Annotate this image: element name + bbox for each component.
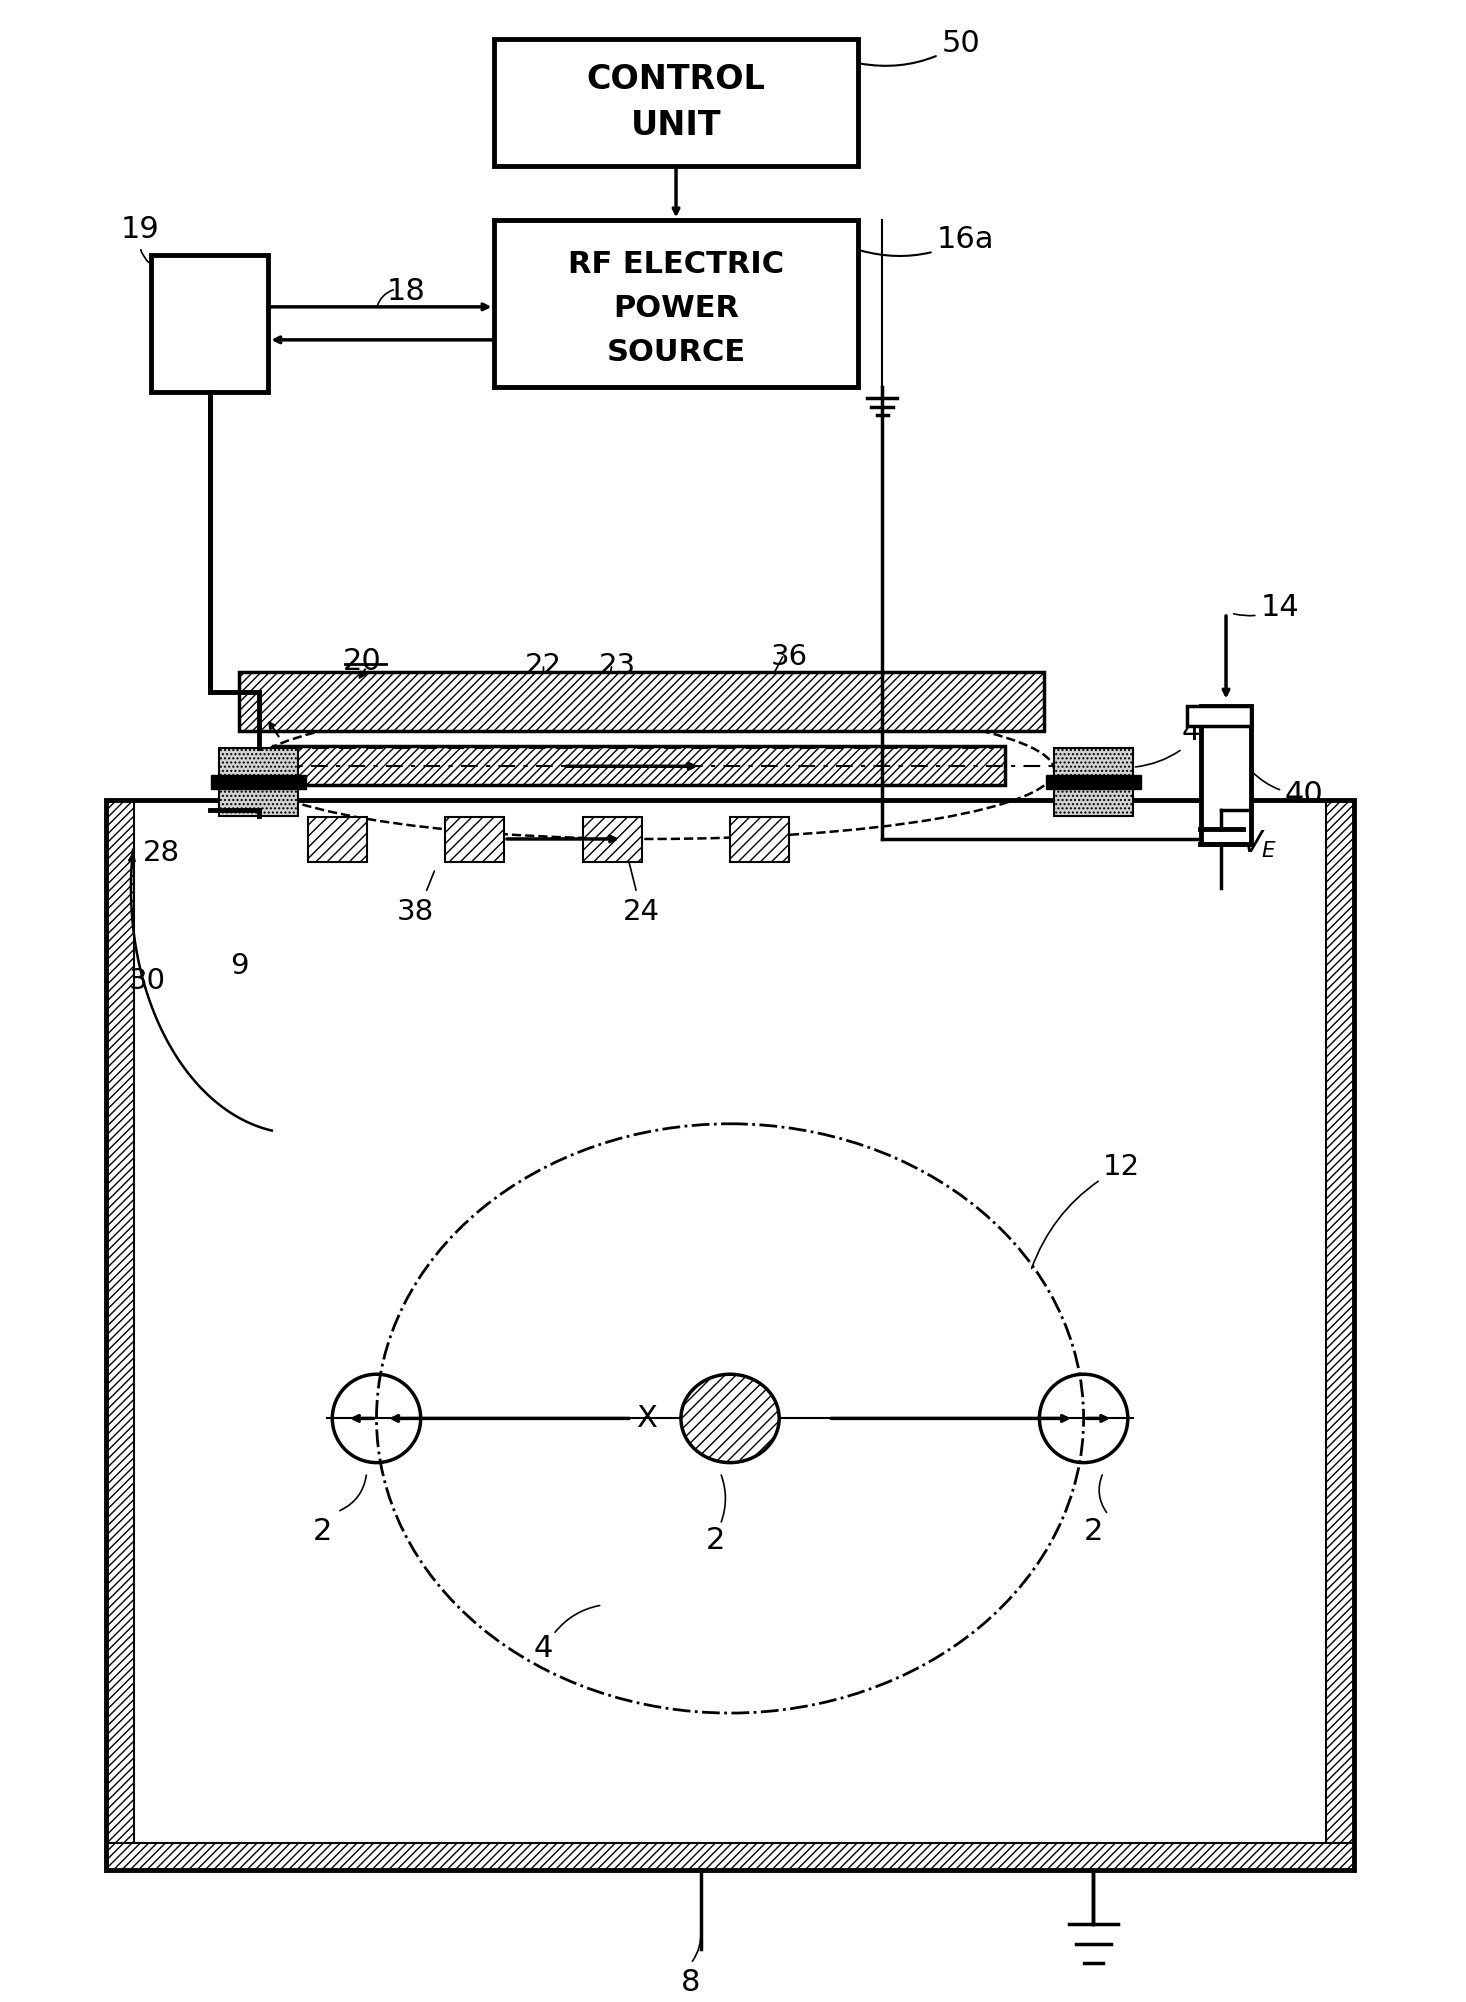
Text: 24: 24: [623, 897, 660, 925]
Bar: [239, 673, 1044, 731]
Text: S: S: [894, 753, 919, 787]
Bar: [1327, 799, 1353, 1870]
Bar: [1047, 775, 1141, 789]
Text: 23: 23: [598, 653, 636, 681]
Text: 40: 40: [1252, 773, 1324, 809]
Text: SOURCE: SOURCE: [607, 338, 746, 366]
Text: 38: 38: [397, 897, 434, 925]
Text: 4: 4: [534, 1634, 553, 1664]
Text: RF ELECTRIC: RF ELECTRIC: [567, 250, 784, 278]
Bar: [211, 775, 306, 789]
Text: 20: 20: [343, 647, 381, 677]
Bar: [107, 799, 133, 1870]
Text: POWER: POWER: [613, 294, 739, 322]
Text: 36: 36: [771, 643, 808, 671]
Text: 28: 28: [144, 839, 180, 867]
Text: 2: 2: [1083, 1518, 1102, 1546]
Bar: [494, 220, 858, 386]
Bar: [220, 747, 298, 783]
Bar: [1202, 707, 1250, 845]
Bar: [494, 38, 858, 166]
Bar: [308, 817, 366, 861]
Text: 12: 12: [1032, 1153, 1141, 1269]
Bar: [220, 783, 298, 817]
Text: 19: 19: [122, 216, 160, 262]
Text: 16a: 16a: [861, 224, 994, 256]
Bar: [151, 254, 268, 392]
Text: 14: 14: [1233, 593, 1299, 623]
Text: 22: 22: [525, 653, 561, 681]
Bar: [107, 799, 1353, 1870]
Text: X: X: [636, 1403, 657, 1433]
Bar: [1054, 783, 1133, 817]
Ellipse shape: [680, 1373, 778, 1463]
Text: 50: 50: [861, 28, 979, 66]
Text: UNIT: UNIT: [630, 108, 721, 142]
Text: $V_E$: $V_E$: [1240, 829, 1277, 861]
Bar: [273, 745, 1006, 785]
Bar: [107, 1842, 1353, 1870]
Bar: [1187, 707, 1250, 727]
Text: 18: 18: [387, 276, 425, 306]
Bar: [583, 817, 642, 861]
Text: 9: 9: [230, 951, 248, 979]
Bar: [1054, 747, 1133, 783]
Text: 2: 2: [705, 1526, 726, 1556]
Text: 30: 30: [129, 967, 166, 995]
Text: CONTROL: CONTROL: [586, 62, 765, 96]
Text: N: N: [255, 753, 283, 787]
Text: 2: 2: [312, 1518, 333, 1546]
Bar: [730, 817, 789, 861]
Text: 42: 42: [1136, 719, 1218, 767]
Bar: [446, 817, 504, 861]
Text: 8: 8: [682, 1968, 701, 1998]
